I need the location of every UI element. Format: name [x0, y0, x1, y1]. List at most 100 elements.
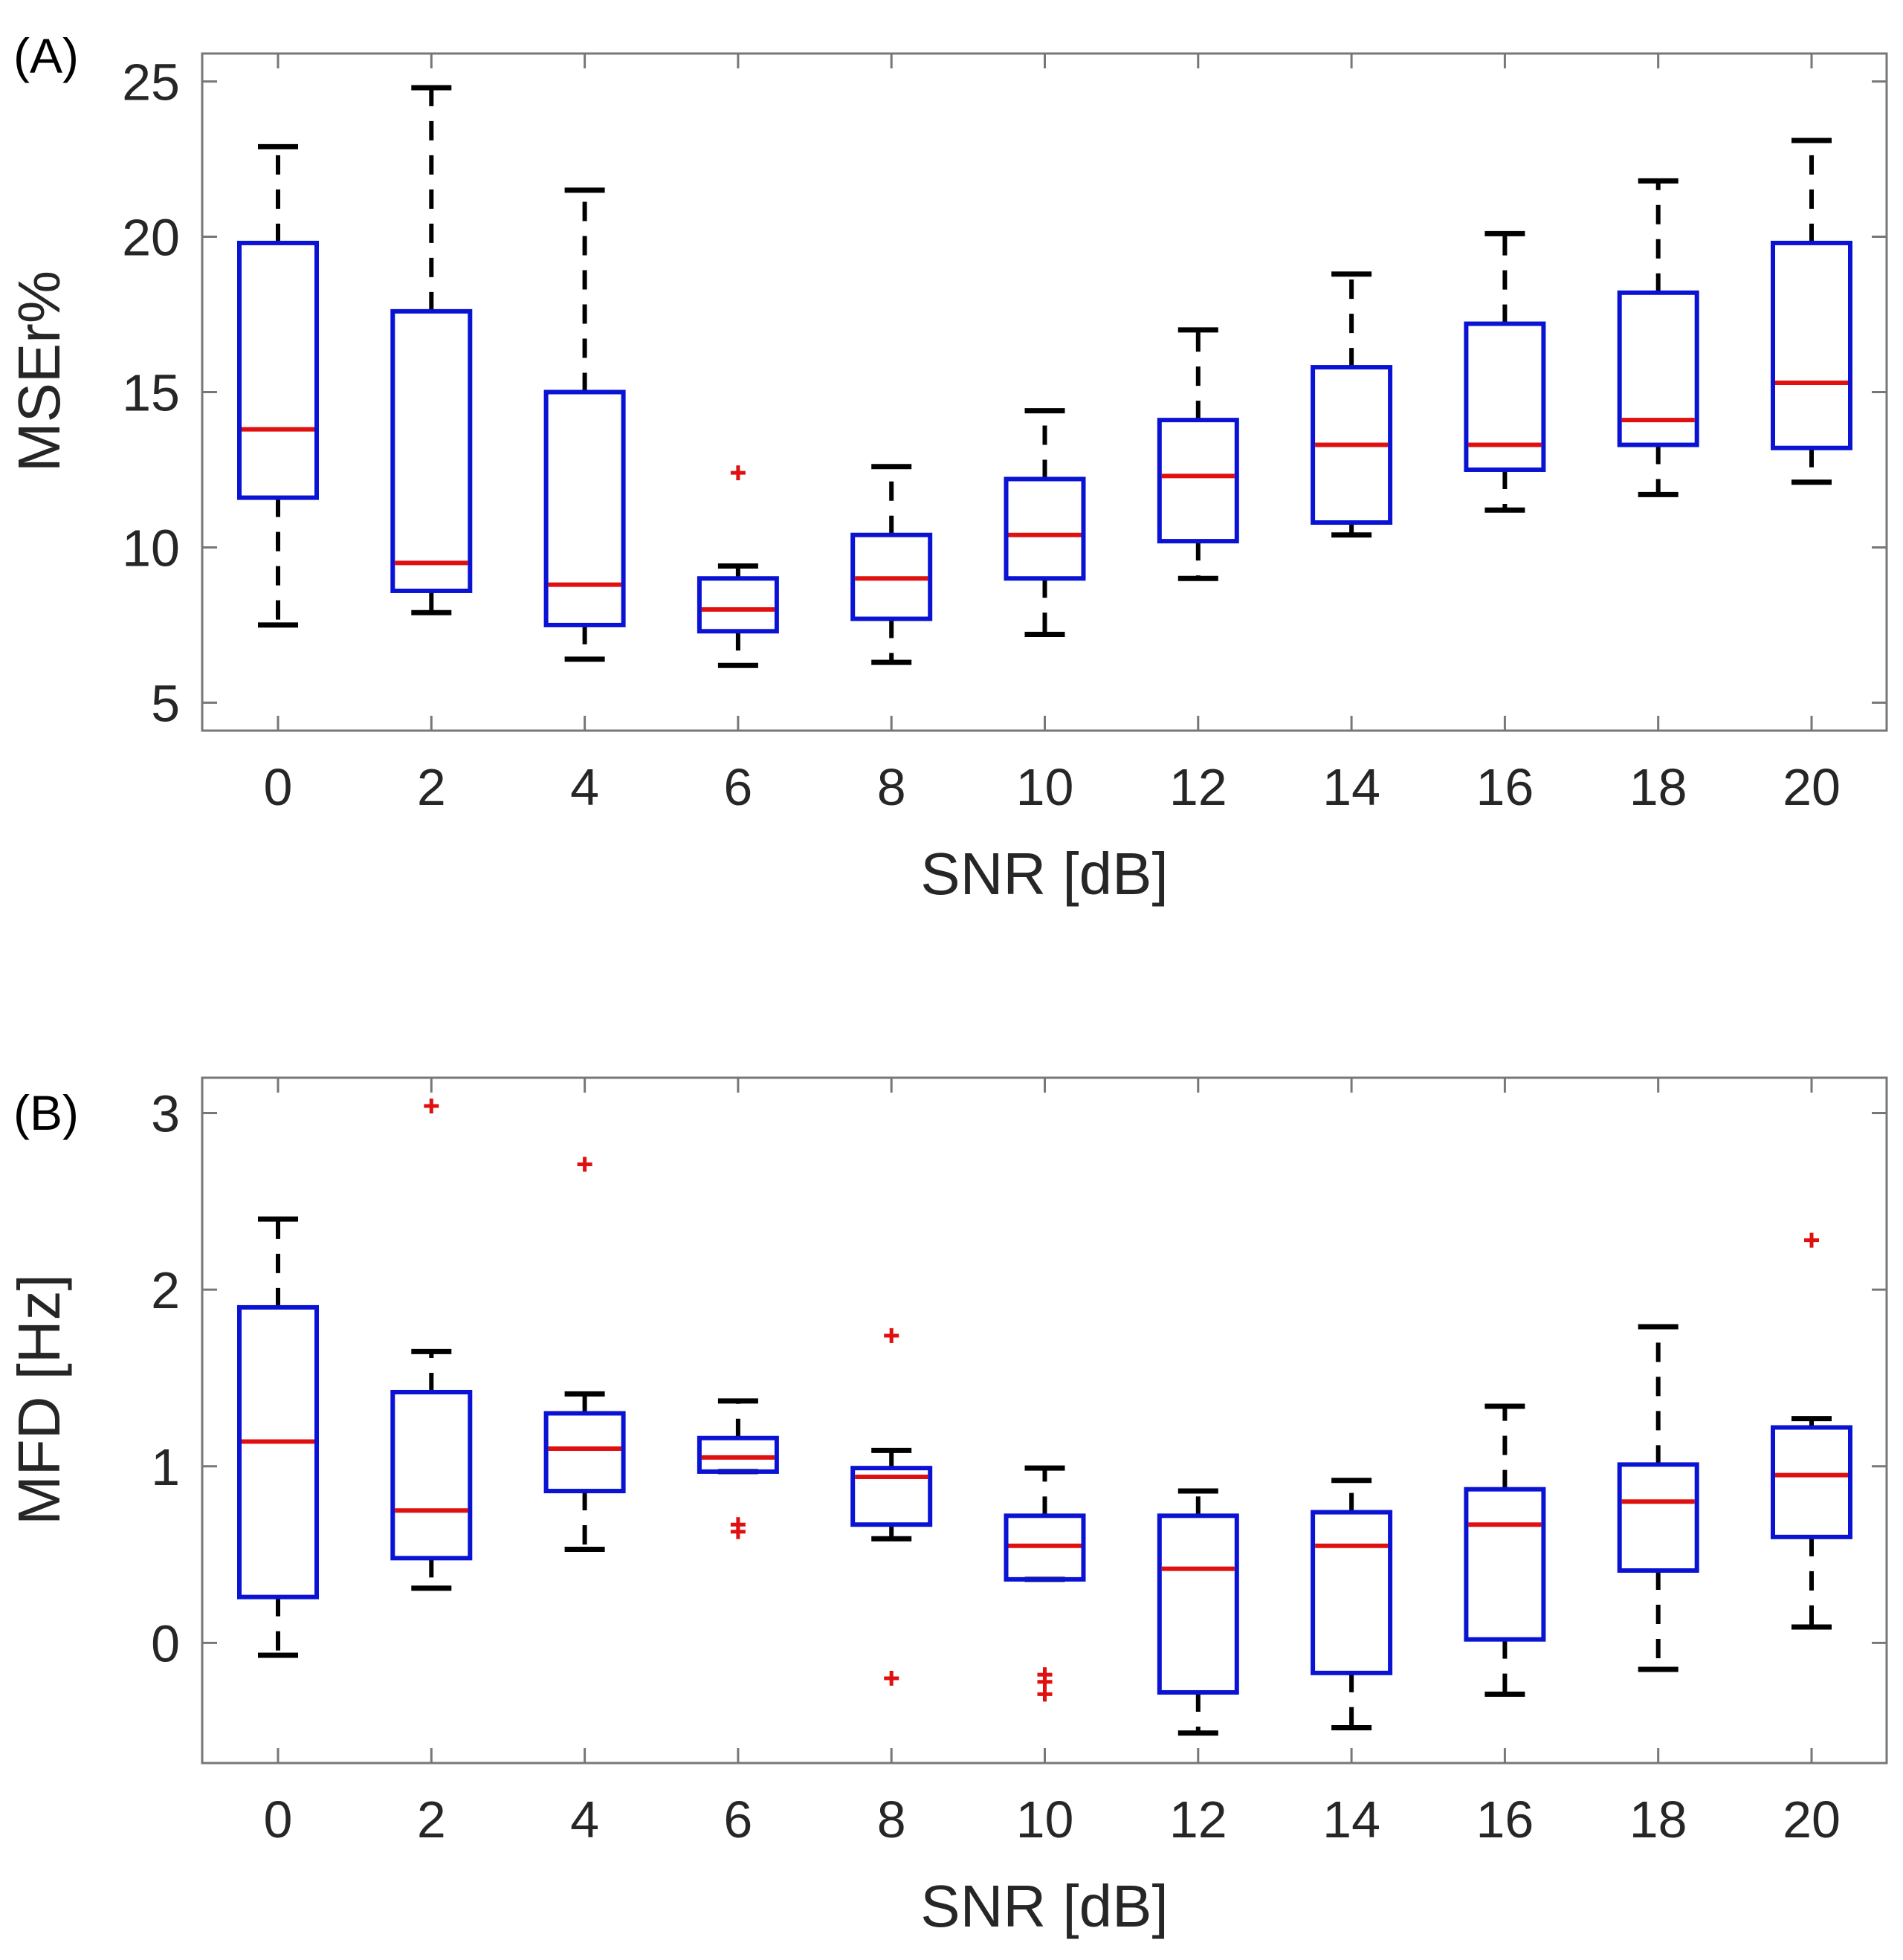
box-8 — [850, 1327, 933, 1686]
box-20 — [1771, 1232, 1852, 1630]
panel-b-x-axis-label: SNR [dB] — [920, 1873, 1168, 1939]
box-12 — [1157, 327, 1239, 581]
panel-b-label: (B) — [13, 1085, 79, 1140]
panel-a-xtick-labels: 0 2 4 6 8 10 12 14 16 18 20 — [264, 758, 1841, 816]
x-tick-label: 14 — [1322, 758, 1380, 816]
panel-b-boxes — [237, 1099, 1852, 1736]
box-18 — [1617, 178, 1699, 497]
iqr-box — [1771, 240, 1852, 450]
box-0 — [237, 143, 319, 628]
x-tick-label: 16 — [1476, 758, 1534, 816]
outlier-point — [884, 1670, 899, 1686]
box-20 — [1771, 138, 1852, 485]
box-4 — [543, 187, 626, 662]
panel-a-ytick-labels: 5 10 15 20 25 — [122, 54, 180, 733]
x-tick-label: 14 — [1322, 1791, 1380, 1849]
panel-b-ytick-labels: 0 1 2 3 — [151, 1085, 180, 1673]
x-tick-label: 12 — [1169, 1791, 1227, 1849]
panel-a-y-axis-label: MSEr% — [6, 271, 72, 472]
y-tick-label: 10 — [122, 519, 180, 577]
x-tick-label: 20 — [1783, 758, 1841, 816]
x-tick-label: 4 — [570, 758, 599, 816]
x-tick-label: 20 — [1783, 1791, 1841, 1849]
outlier-point — [1037, 1686, 1053, 1702]
panel-a-label: (A) — [13, 28, 79, 83]
x-tick-label: 12 — [1169, 758, 1227, 816]
iqr-box — [1464, 321, 1546, 472]
iqr-box — [850, 532, 933, 621]
box-8 — [850, 464, 933, 665]
y-tick-label: 25 — [122, 54, 180, 111]
iqr-box — [1157, 418, 1239, 544]
iqr-box — [543, 389, 626, 627]
y-tick-label: 1 — [151, 1438, 180, 1496]
iqr-box — [1004, 476, 1086, 581]
iqr-box — [237, 1304, 319, 1600]
box-10 — [1004, 1465, 1086, 1702]
x-tick-label: 6 — [723, 1791, 752, 1849]
box-0 — [237, 1216, 319, 1658]
box-12 — [1157, 1488, 1239, 1736]
outlier-point — [577, 1157, 592, 1172]
iqr-box — [1617, 1462, 1699, 1573]
x-tick-label: 8 — [877, 758, 906, 816]
iqr-box — [1311, 365, 1393, 525]
outlier-point — [1804, 1232, 1819, 1248]
iqr-box — [390, 1389, 473, 1561]
panel-b-axes-frame — [201, 1076, 1888, 1765]
iqr-box — [390, 308, 473, 593]
iqr-box — [1464, 1487, 1546, 1642]
x-tick-label: 10 — [1016, 1791, 1074, 1849]
x-tick-label: 2 — [417, 758, 446, 816]
x-tick-label: 10 — [1016, 758, 1074, 816]
iqr-box — [1771, 1425, 1852, 1539]
box-4 — [543, 1157, 626, 1552]
iqr-box — [1617, 290, 1699, 447]
box-2 — [390, 85, 473, 615]
box-6 — [697, 465, 779, 668]
box-2 — [390, 1099, 473, 1591]
outlier-point — [730, 1524, 746, 1539]
panel-a-x-axis-label: SNR [dB] — [920, 841, 1168, 907]
x-tick-label: 8 — [877, 1791, 906, 1849]
panel-a-axes-frame — [201, 52, 1888, 732]
x-tick-label: 0 — [264, 1791, 293, 1849]
iqr-box — [237, 240, 319, 500]
x-tick-label: 18 — [1629, 758, 1687, 816]
outlier-point — [424, 1099, 439, 1114]
iqr-box — [543, 1411, 626, 1494]
iqr-box — [1004, 1513, 1086, 1582]
panel-a-boxes — [237, 85, 1852, 668]
panel-b-y-axis-label: MFD [Hz] — [6, 1274, 72, 1525]
y-tick-label: 2 — [151, 1261, 180, 1319]
outlier-point — [884, 1327, 899, 1343]
box-16 — [1464, 230, 1546, 513]
x-tick-label: 6 — [723, 758, 752, 816]
panel-b-xtick-labels: 0 2 4 6 8 10 12 14 16 18 20 — [264, 1791, 1841, 1849]
box-10 — [1004, 408, 1086, 637]
iqr-box — [1311, 1510, 1393, 1675]
y-tick-label: 3 — [151, 1085, 180, 1143]
box-14 — [1311, 271, 1393, 538]
panel-b-ticks — [202, 1078, 1887, 1763]
box-16 — [1464, 1403, 1546, 1697]
x-tick-label: 4 — [570, 1791, 599, 1849]
y-tick-label: 15 — [122, 364, 180, 422]
x-tick-label: 18 — [1629, 1791, 1687, 1849]
iqr-box — [697, 576, 779, 634]
y-tick-label: 5 — [151, 674, 180, 732]
box-6 — [697, 1398, 779, 1539]
box-18 — [1617, 1324, 1699, 1672]
y-tick-label: 20 — [122, 209, 180, 267]
iqr-box — [850, 1466, 933, 1527]
outlier-point — [730, 465, 746, 481]
iqr-box — [1157, 1513, 1239, 1695]
x-tick-label: 16 — [1476, 1791, 1534, 1849]
panel-a-chart: (A) 5 10 15 20 25 0 2 4 6 8 10 12 14 16 18 20 SNR [dB]… — [6, 28, 1888, 907]
x-tick-label: 2 — [417, 1791, 446, 1849]
x-tick-label: 0 — [264, 758, 293, 816]
box-14 — [1311, 1478, 1393, 1730]
y-tick-label: 0 — [151, 1614, 180, 1672]
